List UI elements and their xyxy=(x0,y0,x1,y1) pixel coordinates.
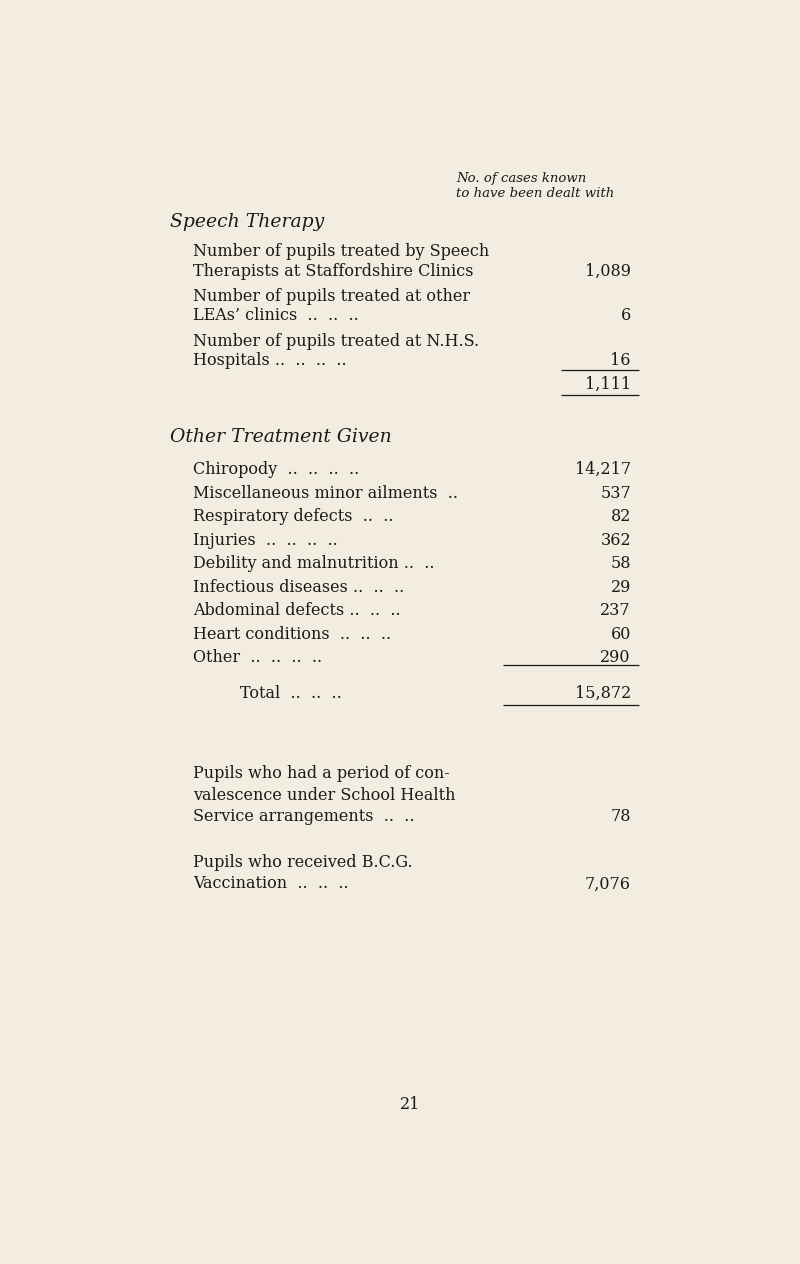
Text: Service arrangements  ..  ..: Service arrangements .. .. xyxy=(193,809,414,825)
Text: Other  ..  ..  ..  ..: Other .. .. .. .. xyxy=(193,650,322,666)
Text: Number of pupils treated by Speech: Number of pupils treated by Speech xyxy=(193,243,490,260)
Text: LEAs’ clinics  ..  ..  ..: LEAs’ clinics .. .. .. xyxy=(193,307,358,325)
Text: 15,872: 15,872 xyxy=(574,685,631,702)
Text: Therapists at Staffordshire Clinics: Therapists at Staffordshire Clinics xyxy=(193,263,474,279)
Text: Debility and malnutrition ..  ..: Debility and malnutrition .. .. xyxy=(193,555,434,573)
Text: 14,217: 14,217 xyxy=(574,461,631,478)
Text: 237: 237 xyxy=(600,602,631,619)
Text: 290: 290 xyxy=(600,650,631,666)
Text: No. of cases known: No. of cases known xyxy=(457,172,586,185)
Text: Heart conditions  ..  ..  ..: Heart conditions .. .. .. xyxy=(193,626,391,642)
Text: Number of pupils treated at other: Number of pupils treated at other xyxy=(193,288,470,305)
Text: Respiratory defects  ..  ..: Respiratory defects .. .. xyxy=(193,508,394,525)
Text: 16: 16 xyxy=(610,351,631,369)
Text: 1,111: 1,111 xyxy=(585,375,631,393)
Text: Pupils who had a period of con-: Pupils who had a period of con- xyxy=(193,766,450,782)
Text: 7,076: 7,076 xyxy=(585,876,631,892)
Text: Abdominal defects ..  ..  ..: Abdominal defects .. .. .. xyxy=(193,602,401,619)
Text: Hospitals ..  ..  ..  ..: Hospitals .. .. .. .. xyxy=(193,351,346,369)
Text: valescence under School Health: valescence under School Health xyxy=(193,787,455,804)
Text: 1,089: 1,089 xyxy=(585,263,631,279)
Text: Infectious diseases ..  ..  ..: Infectious diseases .. .. .. xyxy=(193,579,404,595)
Text: Total  ..  ..  ..: Total .. .. .. xyxy=(239,685,342,702)
Text: Speech Therapy: Speech Therapy xyxy=(170,212,324,230)
Text: 78: 78 xyxy=(610,809,631,825)
Text: 537: 537 xyxy=(600,484,631,502)
Text: Pupils who received B.C.G.: Pupils who received B.C.G. xyxy=(193,854,413,871)
Text: 58: 58 xyxy=(610,555,631,573)
Text: Chiropody  ..  ..  ..  ..: Chiropody .. .. .. .. xyxy=(193,461,359,478)
Text: to have been dealt with: to have been dealt with xyxy=(457,187,614,200)
Text: 29: 29 xyxy=(610,579,631,595)
Text: Number of pupils treated at N.H.S.: Number of pupils treated at N.H.S. xyxy=(193,332,479,350)
Text: 21: 21 xyxy=(400,1096,420,1112)
Text: 82: 82 xyxy=(610,508,631,525)
Text: Miscellaneous minor ailments  ..: Miscellaneous minor ailments .. xyxy=(193,484,458,502)
Text: Vaccination  ..  ..  ..: Vaccination .. .. .. xyxy=(193,876,349,892)
Text: 60: 60 xyxy=(610,626,631,642)
Text: 6: 6 xyxy=(621,307,631,325)
Text: Other Treatment Given: Other Treatment Given xyxy=(170,428,391,446)
Text: Injuries  ..  ..  ..  ..: Injuries .. .. .. .. xyxy=(193,532,338,549)
Text: 362: 362 xyxy=(600,532,631,549)
